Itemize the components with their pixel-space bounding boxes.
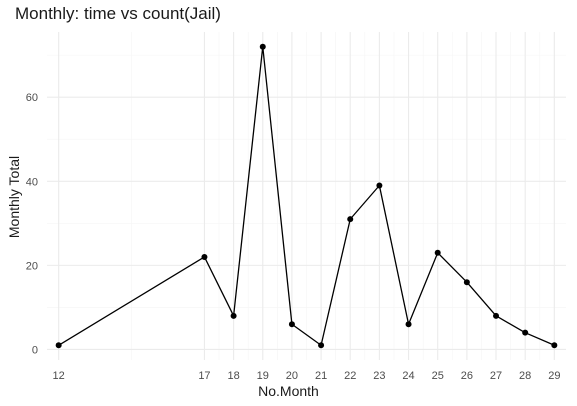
x-tick-labels: 12 17 18 19 20 21 22 23 24 25 26 27 28 29 [53,370,561,382]
x-tick-label: 19 [257,370,269,382]
y-tick-label: 0 [32,344,38,356]
data-point [405,321,412,328]
x-tick-label: 24 [402,370,414,382]
x-tick-label: 25 [432,370,444,382]
data-point [463,279,470,286]
x-tick-label: 20 [286,370,298,382]
major-gridlines [47,32,566,360]
x-axis-title: No.Month [258,383,319,399]
x-tick-label: 23 [373,370,385,382]
data-point [493,312,500,319]
y-tick-labels: 0 20 40 60 [26,92,38,356]
data-point [376,182,383,189]
x-tick-label: 28 [519,370,531,382]
y-tick-label: 40 [26,176,38,188]
data-point [347,216,354,223]
x-tick-label: 12 [53,370,65,382]
x-tick-label: 22 [344,370,356,382]
chart-title: Monthly: time vs count(Jail) [15,4,221,23]
x-tick-label: 26 [461,370,473,382]
x-tick-label: 27 [490,370,502,382]
y-tick-label: 20 [26,260,38,272]
data-point [230,312,237,319]
data-point [522,329,529,336]
minor-gridlines [47,32,566,360]
data-point [318,342,325,349]
data-point [201,253,208,260]
x-tick-label: 18 [227,370,239,382]
x-tick-label: 17 [198,370,210,382]
y-tick-label: 60 [26,92,38,104]
data-point [259,43,266,50]
data-point [551,342,558,349]
series-line [58,46,555,346]
data-point [288,321,295,328]
y-axis-title: Monthly Total [6,155,22,239]
data-point [55,342,62,349]
x-tick-label: 21 [315,370,327,382]
series-layer [55,43,558,349]
data-point [434,249,441,256]
x-tick-label: 29 [548,370,560,382]
